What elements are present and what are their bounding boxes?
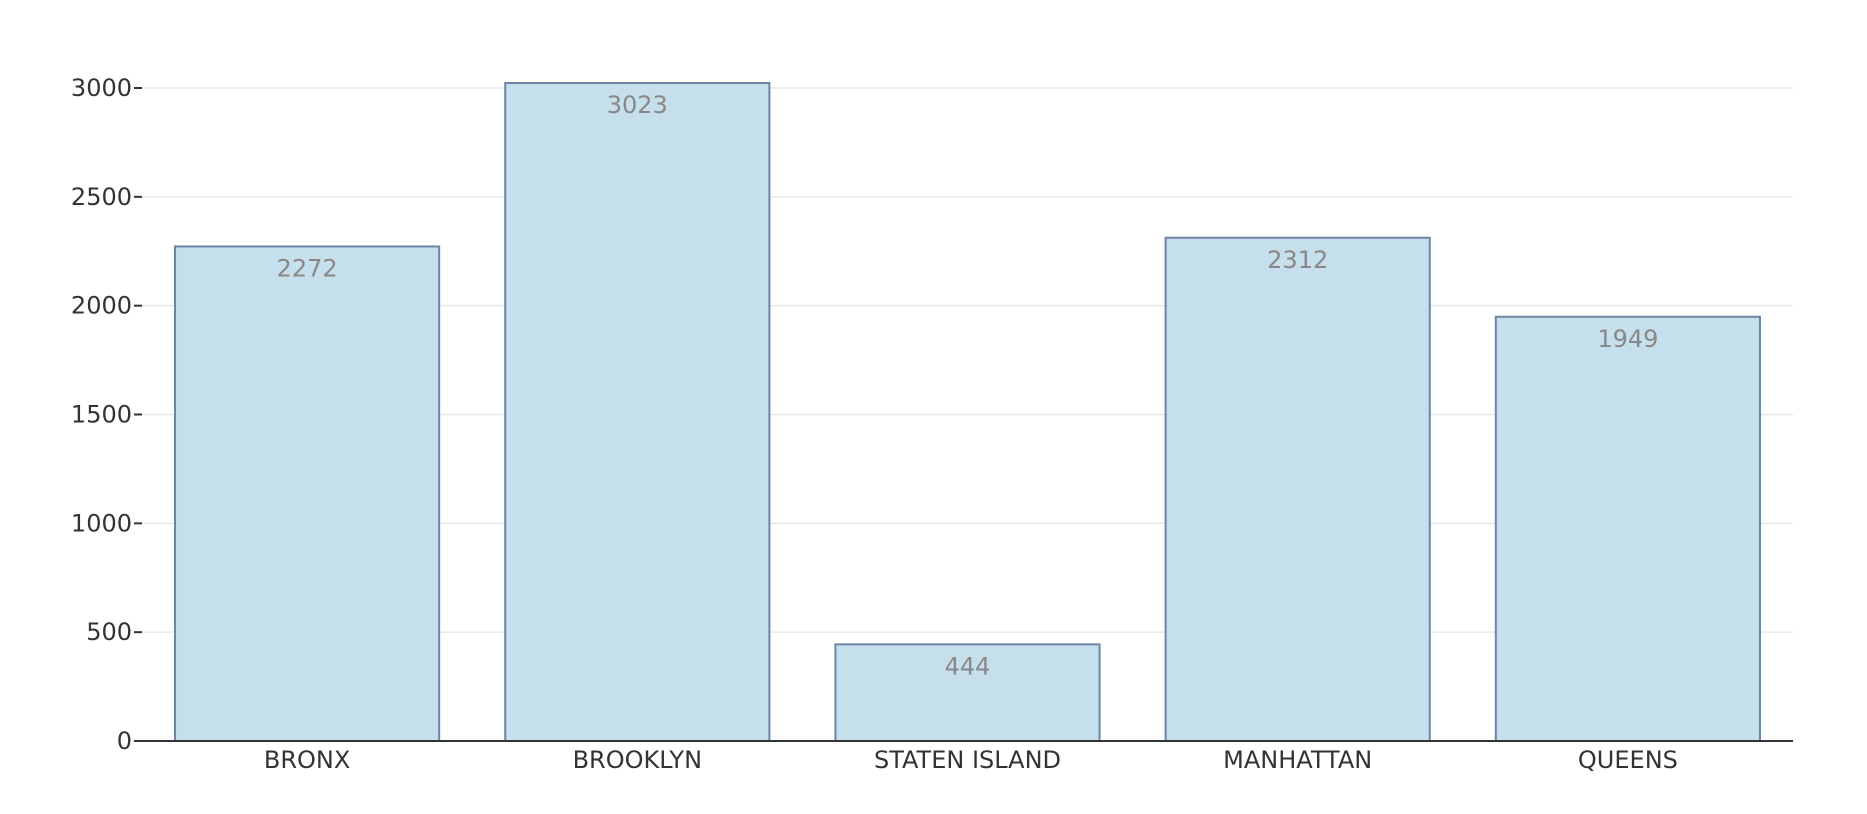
- x-category-label: QUEENS: [1578, 746, 1678, 774]
- bar-value-label: 3023: [607, 91, 668, 119]
- bar-brooklyn: [504, 81, 771, 743]
- labels: 0 500 1000 1500 2000 2500 3000 2272 BRONX 3023 BRO…: [71, 74, 1678, 774]
- bar-queens: [1494, 315, 1761, 742]
- bar-value-label: 444: [945, 652, 991, 680]
- bar-manhattan: [1164, 236, 1431, 742]
- y-tick-label: 1500: [71, 401, 132, 429]
- y-tick-label: 2500: [71, 183, 132, 211]
- y-tick-label: 0: [117, 727, 132, 755]
- y-tick-label: 3000: [71, 74, 132, 102]
- bar-value-label: 1949: [1597, 325, 1658, 353]
- bar-value-label: 2312: [1267, 246, 1328, 274]
- bar-value-label: 2272: [277, 254, 338, 282]
- axes: [134, 87, 1793, 742]
- y-tick-label: 1000: [71, 509, 132, 537]
- x-category-label: STATEN ISLAND: [874, 746, 1061, 774]
- bar-bronx: [174, 245, 441, 742]
- x-category-label: MANHATTAN: [1223, 746, 1372, 774]
- y-tick-label: 500: [86, 618, 132, 646]
- bars: [174, 81, 1761, 743]
- y-tick-label: 2000: [71, 292, 132, 320]
- x-category-label: BRONX: [264, 746, 350, 774]
- x-category-label: BROOKLYN: [573, 746, 702, 774]
